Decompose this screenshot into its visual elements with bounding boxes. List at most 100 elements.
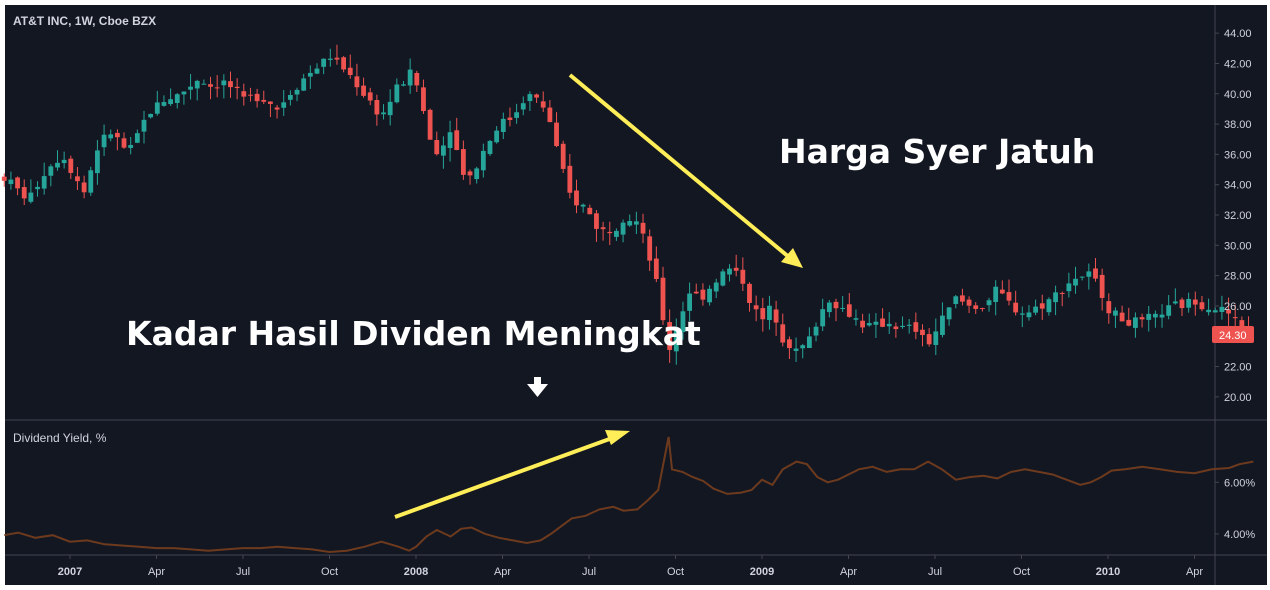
- candle-body: [460, 149, 466, 175]
- candle-body: [1066, 283, 1072, 292]
- candle: [966, 296, 972, 314]
- candle-body: [61, 159, 67, 164]
- candle: [221, 74, 227, 99]
- dividend-yield-pane[interactable]: [4, 436, 1254, 554]
- time-tick-label: 2009: [750, 566, 774, 578]
- candle: [88, 166, 94, 196]
- candle: [1179, 297, 1185, 316]
- candle-body: [1, 176, 7, 181]
- candle: [713, 278, 719, 299]
- candle: [168, 88, 174, 106]
- candle-body: [1019, 313, 1025, 315]
- candle-body: [8, 179, 14, 185]
- candle: [920, 324, 925, 347]
- candle-body: [767, 305, 772, 321]
- candle-body: [640, 222, 646, 234]
- candle-body: [840, 307, 846, 309]
- candle-body: [853, 318, 859, 320]
- candle-body: [194, 80, 200, 89]
- candle-body: [48, 166, 54, 176]
- candle: [194, 79, 200, 101]
- candle: [793, 337, 799, 362]
- candle-body: [387, 101, 393, 116]
- candle-body: [866, 323, 872, 326]
- candle-body: [128, 144, 134, 148]
- candle: [507, 107, 513, 127]
- candle-body: [381, 112, 386, 115]
- candle: [1013, 290, 1019, 316]
- price-tick-label: 22.00: [1224, 362, 1252, 374]
- candle-body: [374, 100, 380, 115]
- candle-body: [254, 93, 260, 102]
- candle-body: [1046, 299, 1052, 313]
- candle-body: [966, 299, 972, 306]
- candle: [1186, 292, 1192, 313]
- price-pane[interactable]: [1, 44, 1251, 365]
- candle-body: [960, 295, 965, 302]
- candle-body: [35, 186, 40, 190]
- candle: [1212, 307, 1218, 313]
- candle: [414, 70, 420, 92]
- candle-body: [114, 132, 120, 138]
- time-axis[interactable]: 2007 Apr Jul Oct 2008 Apr Jul Oct 2009 Apr Jul Oct 2…: [58, 555, 1204, 578]
- candle-body: [75, 176, 80, 182]
- yield-tick-label: 6.00%: [1224, 477, 1255, 489]
- candle-body: [900, 325, 905, 327]
- candle: [188, 73, 193, 100]
- candle: [913, 312, 919, 340]
- candle: [361, 77, 366, 98]
- candle-body: [494, 130, 500, 143]
- candle-body: [21, 187, 27, 199]
- candle: [1166, 295, 1172, 320]
- candle-body: [1226, 309, 1231, 314]
- candle: [268, 101, 273, 118]
- candle: [154, 90, 160, 116]
- annotation-price-falling: Harga Syer Jatuh: [779, 132, 1095, 171]
- candle: [800, 343, 806, 359]
- candle-body: [860, 320, 866, 328]
- candle-body: [1073, 278, 1078, 286]
- candle-body: [241, 91, 247, 97]
- price-axis[interactable]: 20.0022.0024.0026.0028.0030.0032.0034.00…: [1215, 28, 1255, 541]
- candle-body: [168, 99, 174, 105]
- candle-body: [141, 119, 147, 132]
- candle-body: [587, 207, 593, 215]
- candle: [314, 63, 320, 75]
- candle: [853, 309, 859, 326]
- candle-body: [274, 107, 280, 110]
- candle: [1113, 307, 1118, 329]
- candle-body: [813, 326, 819, 336]
- candle-body: [733, 267, 739, 271]
- candle: [15, 176, 20, 196]
- candle: [707, 285, 712, 306]
- candle-body: [1099, 274, 1105, 298]
- price-tick-label: 32.00: [1224, 210, 1252, 222]
- candle: [347, 54, 353, 79]
- candle: [826, 300, 832, 318]
- price-tick-label: 40.00: [1224, 89, 1252, 101]
- candle: [906, 319, 912, 334]
- candle: [554, 112, 559, 148]
- candle: [1026, 305, 1032, 321]
- candle-body: [68, 158, 74, 173]
- candle-body: [1039, 303, 1045, 309]
- candle-body: [800, 345, 806, 349]
- candle-body: [394, 84, 400, 103]
- candle: [334, 44, 340, 65]
- candle: [434, 131, 440, 156]
- candle: [999, 280, 1005, 295]
- candle-body: [547, 107, 553, 123]
- candle: [806, 327, 812, 349]
- candle-body: [1013, 302, 1019, 313]
- candle: [660, 266, 666, 325]
- candle: [441, 136, 446, 169]
- candle: [274, 104, 280, 119]
- candle-body: [707, 288, 712, 303]
- candle: [767, 295, 772, 330]
- candle-body: [214, 87, 220, 89]
- price-tick-label: 44.00: [1224, 28, 1252, 40]
- candle: [860, 313, 866, 334]
- candle-body: [946, 307, 952, 320]
- candle: [640, 213, 646, 244]
